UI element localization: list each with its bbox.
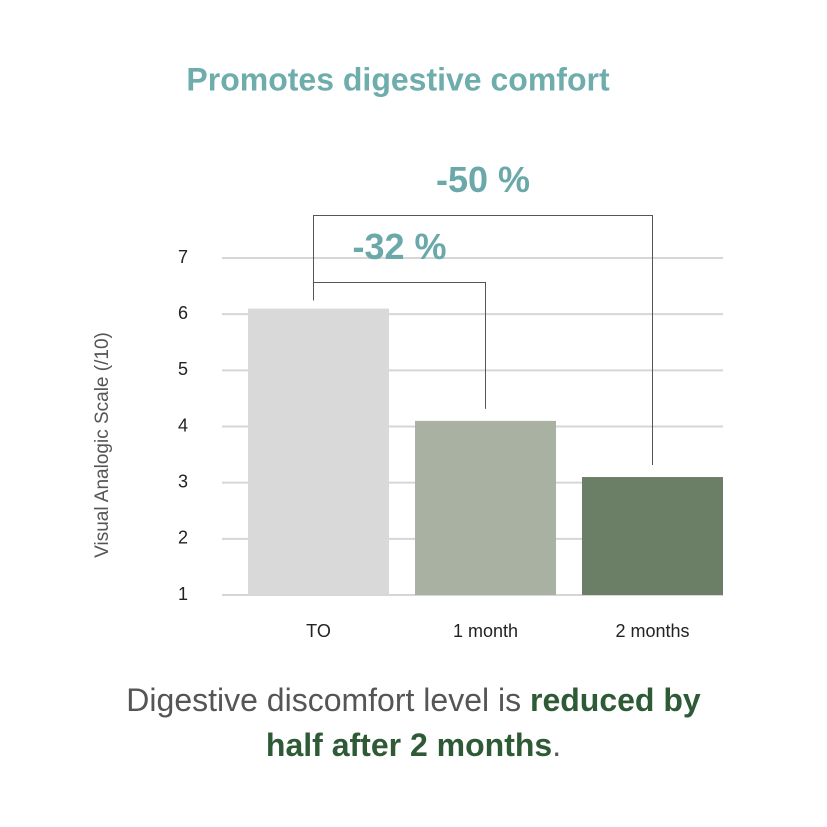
caption-end: . [552,727,562,763]
caption-plain: Digestive discomfort level is [126,682,522,718]
y-tick-label: 6 [178,303,188,323]
caption-text: Digestive discomfort level is reduced by… [109,678,719,768]
y-axis-label: Visual Analogic Scale (/10) [92,332,113,558]
x-tick-label: 1 month [453,621,518,641]
caption-emphasis: reduced by half after 2 months [265,682,701,763]
x-tick-label: TO [306,621,331,641]
bar [582,477,723,595]
chart: Promotes digestive comfort Visual Analog… [92,61,723,641]
y-tick-label: 7 [178,247,188,267]
y-tick-label: 2 [178,528,188,548]
chart-title: Promotes digestive comfort [186,61,610,97]
annotation: -50 % [436,159,530,200]
y-tick-label: 4 [178,415,188,435]
y-tick-label: 1 [178,584,188,604]
y-tick-label: 3 [178,471,188,491]
annotation: -32 % [352,226,446,267]
caption: Digestive discomfort level is reduced by… [0,678,827,768]
bar [248,308,389,595]
x-tick-label: 2 months [615,621,689,641]
bracket [313,215,653,466]
bar [415,420,556,595]
y-tick-label: 5 [178,359,188,379]
